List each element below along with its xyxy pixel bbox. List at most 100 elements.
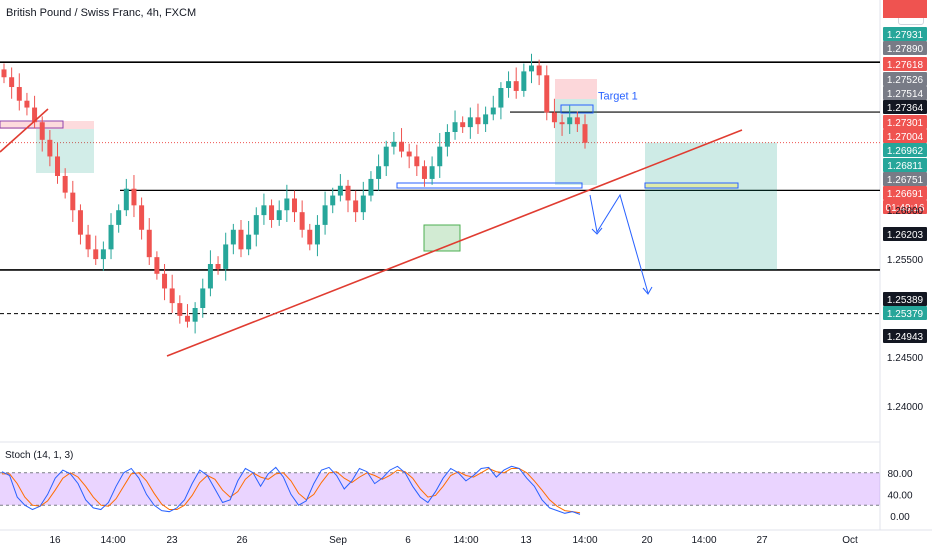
- candle-body: [307, 229, 313, 245]
- price-tag: 1.27931: [887, 30, 924, 41]
- price-tag-bg: [883, 292, 927, 306]
- candle-body: [437, 146, 443, 167]
- candle-body: [475, 117, 481, 125]
- stoch-tick: 80.00: [887, 469, 912, 480]
- top-price-tag: [883, 0, 927, 18]
- candle-body: [123, 188, 129, 211]
- price-tag: 1.27526: [887, 75, 924, 86]
- candle-body: [314, 224, 320, 245]
- stoch-d-line: [2, 467, 581, 514]
- candle-body: [345, 185, 351, 201]
- price-tick: 1.25500: [887, 255, 924, 266]
- price-tag-bg: [883, 129, 927, 143]
- candle-body: [62, 176, 68, 193]
- candle-body: [1, 69, 7, 78]
- stoch-k-line: [1, 465, 581, 515]
- candle-body: [284, 198, 290, 211]
- candle-body: [521, 71, 527, 91]
- price-tag-bg: [883, 329, 927, 343]
- candle-body: [421, 166, 427, 179]
- candle-body: [16, 87, 22, 101]
- time-tick: 13: [520, 535, 532, 546]
- candle-body: [383, 146, 389, 167]
- time-tick: Oct: [842, 535, 858, 546]
- candle-body: [292, 198, 297, 213]
- peak-stop-zone: [555, 79, 597, 99]
- price-tag: 1.24943: [887, 332, 924, 343]
- candle-body: [551, 112, 557, 123]
- price-tag: 1.26811: [887, 161, 923, 172]
- candle-body: [24, 100, 30, 108]
- candle-body: [116, 210, 122, 225]
- price-tag-bg: [883, 86, 927, 100]
- stoch-tick: 40.00: [887, 490, 912, 501]
- candle-body: [322, 205, 328, 225]
- candle-body: [506, 81, 512, 88]
- candle-body: [467, 117, 473, 128]
- price-tag-bg: [883, 27, 927, 41]
- candle-body: [376, 166, 382, 179]
- stoch-label: Stoch (14, 1, 3): [5, 450, 74, 461]
- candle-body: [184, 315, 190, 322]
- candle-body: [261, 205, 267, 216]
- price-tag-bg: [883, 306, 927, 320]
- left-trendline: [0, 108, 49, 153]
- price-tag: 1.26203: [887, 230, 924, 241]
- time-tick: 6: [405, 535, 411, 546]
- price-tag-bg: [883, 115, 927, 129]
- time-tick: 20: [641, 535, 653, 546]
- time-tick: 14:00: [453, 535, 478, 546]
- short-target-zone: [645, 142, 777, 270]
- demand-zone: [423, 224, 461, 252]
- price-tag: 1.27364: [887, 103, 924, 114]
- candle-body: [139, 205, 145, 230]
- candle-body: [406, 151, 412, 157]
- arrowhead: [591, 227, 603, 235]
- candle-body: [353, 200, 359, 213]
- price-tag: 1.26962: [887, 146, 924, 157]
- price-tick: 1.24000: [887, 402, 924, 413]
- candle-body: [9, 77, 15, 88]
- candle-body: [39, 122, 45, 140]
- price-tag: 1.25389: [887, 295, 924, 306]
- price-tag-bg: [883, 72, 927, 86]
- time-tick: 26: [236, 535, 248, 546]
- projection-path: [589, 193, 649, 294]
- candle-body: [276, 210, 282, 220]
- candle-body: [536, 65, 542, 76]
- candle-body: [253, 215, 259, 235]
- candle-body: [230, 229, 236, 245]
- candle-body: [399, 141, 405, 152]
- arrowhead: [642, 286, 653, 295]
- candle-body: [299, 212, 305, 230]
- price-tag: 1.27514: [887, 89, 924, 100]
- candle-body: [162, 273, 168, 289]
- chart-title: British Pound / Swiss Franc, 4h, FXCM: [6, 7, 197, 19]
- candle-body: [100, 249, 106, 260]
- price-tag-bg: [883, 143, 927, 157]
- price-tag: 1.27618: [887, 60, 924, 71]
- candle-body: [93, 249, 99, 260]
- candle-body: [85, 234, 91, 250]
- candle-body: [169, 288, 175, 304]
- time-tick: 16: [49, 535, 61, 546]
- price-tag-bg: [883, 227, 927, 241]
- candle-body: [567, 117, 573, 125]
- candle-body: [544, 75, 550, 113]
- price-tag: 1.26751: [887, 175, 924, 186]
- target-label: Target 1: [598, 91, 638, 103]
- candle-body: [207, 264, 213, 289]
- left-stop-zone: [0, 121, 94, 129]
- candle-body: [452, 122, 458, 132]
- candle-body: [246, 234, 252, 250]
- candle-body: [108, 224, 114, 250]
- price-tick: 1.24500: [887, 353, 924, 364]
- candle-body: [269, 205, 275, 220]
- candle-body: [32, 107, 38, 123]
- candle-body: [429, 166, 435, 179]
- candle-body: [215, 264, 221, 269]
- stoch-band: [0, 472, 880, 506]
- candle-body: [574, 117, 580, 125]
- candle-body: [337, 185, 343, 196]
